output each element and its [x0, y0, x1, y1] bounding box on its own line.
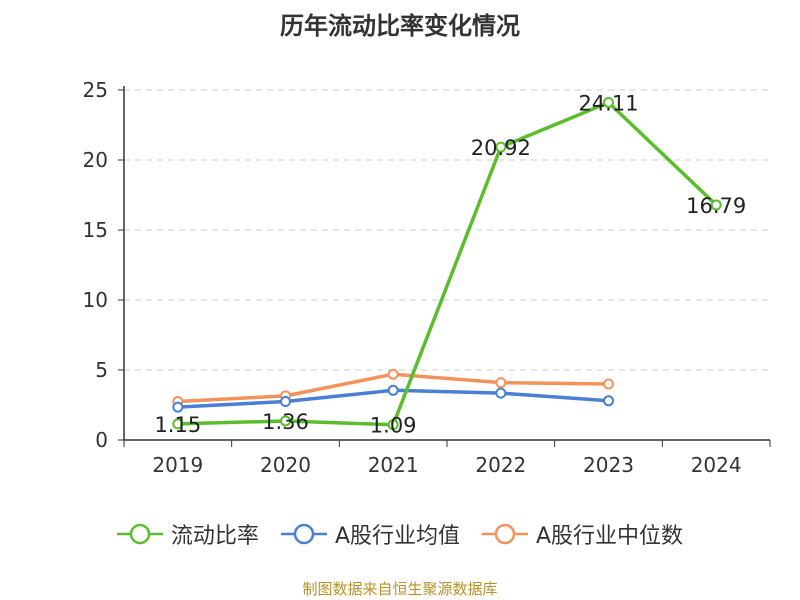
series-2	[172, 384, 614, 413]
legend-line-icon	[116, 523, 163, 545]
legend-line-icon	[482, 523, 528, 545]
x-tick-label: 2024	[691, 453, 742, 477]
data-point	[495, 377, 507, 389]
data-point	[603, 378, 614, 390]
data-point	[387, 384, 399, 396]
legend-label: A股行业均值	[334, 524, 460, 549]
data-label: 24.11	[578, 91, 638, 115]
y-tick-label: 0	[95, 428, 108, 452]
data-point	[172, 401, 184, 413]
legend-item[interactable]: 流动比率	[116, 518, 259, 550]
x-tick-label: 2023	[583, 453, 634, 477]
x-tick-label: 2020	[260, 453, 311, 477]
data-point	[280, 396, 291, 407]
data-point	[603, 395, 614, 407]
legend-line-icon	[280, 523, 327, 545]
y-tick-label: 15	[83, 218, 108, 242]
data-point	[172, 418, 184, 430]
data-point	[387, 419, 399, 431]
x-tick-label: 2019	[152, 453, 203, 477]
legend-item[interactable]: A股行业均值	[280, 518, 460, 550]
series-1	[172, 96, 722, 431]
legend: 流动比率 A股行业均值 A股行业中位数	[0, 518, 800, 550]
series-line	[177, 100, 718, 427]
data-label: 1.15	[154, 413, 201, 437]
data-point	[495, 387, 507, 399]
data-label: 16.79	[686, 194, 746, 218]
x-tick-label: 2022	[475, 453, 526, 477]
legend-label: A股行业中位数	[536, 524, 684, 549]
data-point	[387, 368, 399, 380]
chart-title: 历年流动比率变化情况	[280, 12, 520, 40]
x-tick-label: 2021	[368, 453, 419, 477]
legend-label: 流动比率	[170, 524, 259, 549]
y-tick-label: 5	[95, 358, 108, 382]
y-tick-label: 10	[83, 288, 108, 312]
data-point	[603, 96, 614, 108]
data-label: 1.36	[262, 410, 309, 434]
y-tick-label: 25	[83, 78, 108, 102]
data-point	[710, 199, 722, 211]
y-tick-label: 20	[83, 148, 108, 172]
data-point	[495, 141, 507, 153]
source-note: 制图数据来自恒生聚源数据库	[302, 580, 498, 598]
data-label: 20.92	[471, 136, 531, 160]
data-label: 1.09	[370, 414, 417, 438]
legend-item[interactable]: A股行业中位数	[482, 518, 683, 550]
data-point	[280, 415, 291, 427]
